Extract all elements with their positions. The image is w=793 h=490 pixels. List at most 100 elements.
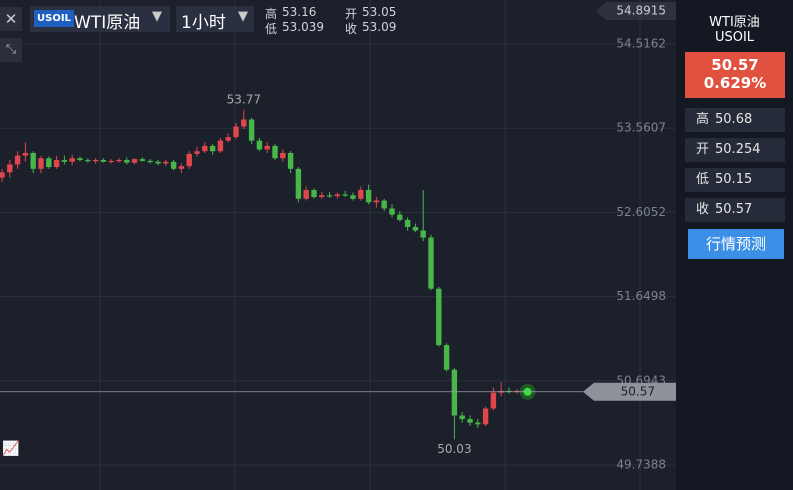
candle-body	[311, 189, 317, 198]
candle-body	[30, 152, 36, 169]
candle-body	[100, 160, 107, 162]
candle-body	[303, 189, 309, 199]
candle-body	[194, 151, 200, 154]
candle-body	[326, 195, 333, 197]
candle-body	[295, 168, 302, 199]
candle-body	[241, 119, 247, 127]
stat-label: 高	[696, 112, 710, 127]
candle-body	[170, 161, 177, 169]
candle-body	[186, 153, 192, 167]
ohlc-label: 收	[345, 22, 358, 36]
candle-body	[46, 158, 52, 168]
candle-body	[217, 140, 224, 152]
symbol: WTI原油	[74, 13, 141, 33]
candle-body	[155, 161, 161, 164]
stat-value: 50.254	[715, 142, 761, 157]
candle-body	[381, 200, 387, 209]
candle-body	[397, 214, 403, 220]
chart: 49.738850.694351.649852.605253.560754.51…	[0, 0, 676, 490]
candle-body	[319, 195, 325, 198]
ohlc-value: 53.16	[282, 5, 317, 19]
interval: 1小时	[181, 13, 226, 33]
candle-body	[334, 194, 341, 197]
candle-body	[14, 155, 21, 165]
ohlc-label: 开	[345, 7, 358, 21]
candle-body	[202, 145, 208, 152]
candle-body	[22, 152, 29, 156]
candle-body	[428, 237, 434, 289]
y-tick-label: 53.5607	[616, 121, 666, 135]
candle-body	[420, 230, 426, 238]
candle-body	[38, 158, 44, 169]
side-price: 50.57	[711, 56, 759, 74]
min-label: 50.03	[437, 442, 471, 456]
y-tick-label: 52.6052	[616, 205, 666, 219]
side-name: WTI原油	[709, 15, 760, 30]
stat-row: 收 50.57	[685, 198, 785, 222]
candle-body	[139, 159, 146, 161]
price-tag-label: 50.57	[621, 384, 655, 398]
candle-body	[443, 345, 450, 370]
candle-body	[280, 152, 286, 159]
ohlc-label: 高	[265, 7, 278, 21]
candle-body	[147, 160, 153, 163]
candle-body	[85, 160, 91, 162]
top-tag-label: 54.8915	[616, 3, 666, 17]
stat-row: 低 50.15	[685, 168, 785, 192]
ohlc-value: 53.039	[282, 20, 324, 34]
stat-label: 收	[696, 202, 710, 217]
candle-body	[0, 172, 5, 178]
indicator-button[interactable]: 📈	[2, 441, 20, 457]
y-tick-label: 51.6498	[616, 289, 666, 303]
candle-body	[256, 140, 263, 150]
max-label: 53.77	[227, 92, 261, 106]
candle-body	[358, 189, 364, 199]
stat-row: 开 50.254	[685, 138, 785, 162]
stat-value: 50.15	[715, 172, 753, 187]
top-tag	[596, 1, 676, 20]
stat-row: 高 50.68	[685, 108, 785, 132]
expand-button[interactable]: ⤡	[0, 38, 22, 62]
candle-body	[467, 419, 473, 423]
candle-body	[389, 208, 395, 215]
candle-body	[451, 369, 458, 416]
candle-body	[248, 119, 255, 141]
stat-label: 开	[696, 142, 710, 157]
close-button[interactable]: ✕	[0, 7, 22, 31]
candle-body	[108, 160, 114, 163]
candle-body	[53, 160, 60, 168]
candle-body	[124, 160, 130, 163]
candle-body	[350, 195, 356, 199]
ohlc-value: 53.05	[362, 5, 397, 19]
y-tick-label: 49.7388	[616, 457, 666, 471]
candle-body	[373, 200, 380, 203]
interval-selector[interactable]: 1小时 ▼	[176, 6, 254, 33]
forecast-button[interactable]: 行情预测	[688, 229, 784, 259]
candle-body	[436, 288, 442, 346]
stat-value: 50.57	[715, 202, 753, 217]
symbol-selector[interactable]: USOIL WTI原油 ▼	[30, 6, 170, 33]
stat-label: 低	[696, 172, 710, 187]
candle-body	[116, 160, 122, 162]
candle-body	[412, 226, 419, 231]
side-change: 0.629%	[703, 74, 767, 92]
candle-body	[131, 159, 138, 163]
candle-body	[209, 145, 216, 152]
candle-body	[61, 160, 68, 162]
candle-body	[342, 194, 348, 196]
candle-body	[77, 158, 83, 161]
candle-body	[272, 145, 278, 159]
candle-body	[233, 126, 239, 138]
candle-body	[163, 161, 169, 164]
price-tag	[583, 382, 676, 401]
candle-body	[69, 158, 75, 162]
y-tick-label: 54.5162	[616, 37, 666, 51]
candle-body	[287, 152, 294, 169]
candle-body	[92, 160, 99, 162]
candle-body	[404, 219, 411, 227]
sidebar: WTI原油 USOIL 50.57 0.629% 高 50.68 开 50.254 低 5…	[676, 0, 793, 490]
candle-body	[225, 137, 231, 141]
candle-body	[490, 392, 497, 409]
candle-body	[264, 145, 270, 150]
